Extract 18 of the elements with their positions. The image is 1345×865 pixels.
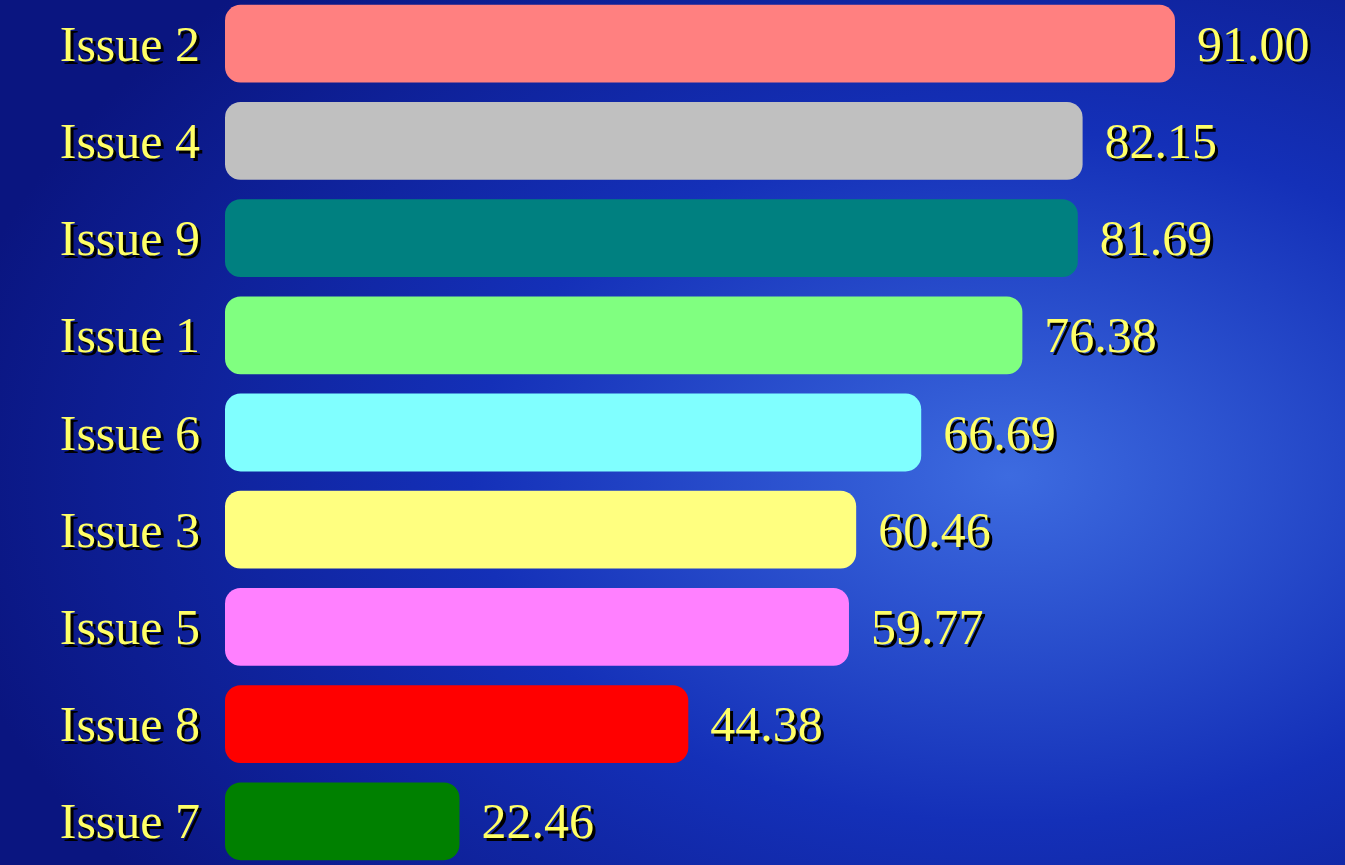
data-label: 60.46 [878, 501, 991, 558]
data-label: 76.38 [1044, 307, 1157, 364]
data-label: 44.38 [710, 696, 823, 753]
y-tick-label: Issue 6 [59, 404, 200, 461]
y-tick-label: Issue 9 [59, 210, 200, 267]
y-tick-label: Issue 3 [59, 501, 200, 558]
y-tick-label: Issue 5 [59, 598, 200, 655]
y-tick-label: Issue 4 [59, 112, 200, 169]
data-label: 22.46 [481, 793, 594, 850]
y-tick-label: Issue 2 [59, 15, 200, 72]
data-label: 66.69 [943, 404, 1056, 461]
data-label: 81.69 [1099, 210, 1213, 267]
data-label: 82.15 [1104, 112, 1218, 169]
y-tick-label: Issue 8 [59, 696, 200, 753]
y-tick-label: Issue 7 [59, 793, 200, 850]
y-tick-label: Issue 1 [59, 307, 200, 364]
data-label: 91.00 [1197, 15, 1310, 72]
data-label: 59.77 [870, 598, 984, 655]
